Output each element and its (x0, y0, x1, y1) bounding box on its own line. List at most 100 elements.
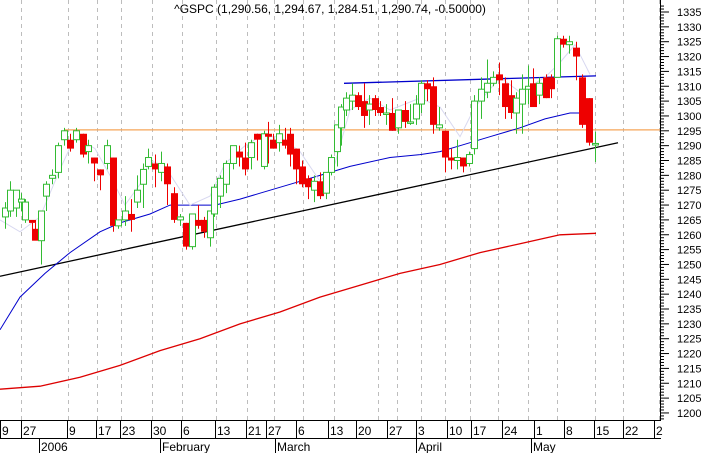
candle (261, 130, 268, 170)
price-tick-label: 1280 (677, 170, 701, 182)
candle (134, 175, 141, 209)
candle (223, 160, 230, 194)
candle (128, 199, 135, 232)
chart-title: ^GSPC (1,290.56, 1,294.67, 1,284.51, 1,2… (174, 2, 486, 16)
candle (402, 101, 409, 128)
month-tick-label: March (277, 440, 310, 453)
month-tick-label: May (533, 440, 556, 453)
candle (115, 219, 122, 229)
date-tick-label: 27 (268, 424, 282, 438)
candle (152, 154, 159, 188)
date-tick-label: 13 (330, 424, 344, 438)
candle (328, 154, 335, 176)
candle (145, 148, 152, 170)
price-tick-label: 1235 (677, 304, 701, 316)
price-tick-label: 1225 (677, 334, 701, 346)
candle (407, 104, 414, 125)
candle (323, 171, 330, 200)
candle (164, 163, 171, 206)
price-tick-label: 1315 (677, 66, 701, 78)
candle (519, 74, 526, 134)
candle (579, 74, 586, 128)
candle (110, 157, 117, 232)
candle (43, 181, 50, 211)
candle (67, 133, 74, 152)
candle (140, 163, 147, 209)
candle (377, 101, 384, 116)
price-tick-label: 1310 (677, 81, 701, 93)
date-tick-label: 10 (449, 424, 463, 438)
candle (97, 169, 104, 191)
date-tick-label: 3 (418, 424, 425, 438)
candle (566, 35, 573, 54)
candle (442, 130, 449, 173)
candle (508, 80, 515, 119)
candle (201, 216, 208, 238)
candle (189, 213, 196, 250)
date-tick-label: 1 (536, 424, 543, 438)
date-tick-label: 20 (358, 424, 372, 438)
price-tick-label: 1330 (677, 22, 701, 34)
candle (496, 62, 503, 96)
candle (73, 127, 80, 143)
candle (413, 95, 420, 125)
date-axis: 9 27 9 17 23 30 6 13 21 27 6 13 20 27 3 10 17 24 1 8 15 22 220… (0, 420, 663, 453)
price-tick-label: 1265 (677, 215, 701, 227)
candle (276, 124, 283, 152)
price-tick-label: 1325 (677, 37, 701, 49)
candle (338, 104, 345, 146)
candle (543, 74, 550, 99)
candle (395, 109, 402, 134)
date-tick-label: 15 (596, 424, 610, 438)
price-tick-label: 1295 (677, 126, 701, 138)
candle (448, 148, 455, 170)
candle (254, 133, 261, 161)
price-tick-label: 1320 (677, 52, 701, 64)
candle (372, 95, 379, 116)
candle (418, 80, 425, 113)
candle (61, 127, 68, 146)
price-tick-label: 1200 (677, 408, 701, 420)
date-tick-label: 27 (23, 424, 37, 438)
date-tick-label: 17 (473, 424, 487, 438)
candle (343, 92, 350, 116)
price-tick-label: 1230 (677, 319, 701, 331)
candle (104, 139, 111, 170)
candle (55, 142, 62, 179)
candle (80, 133, 87, 158)
date-tick-label: 6 (298, 424, 305, 438)
candle (85, 139, 92, 164)
candle (530, 68, 537, 108)
candle (18, 193, 25, 211)
candle (361, 83, 368, 128)
date-tick-label: 9 (2, 424, 9, 438)
candle (171, 187, 178, 223)
candle (305, 175, 312, 200)
price-tick-label: 1250 (677, 259, 701, 271)
price-tick-label: 1205 (677, 393, 701, 405)
candle (299, 160, 306, 188)
price-tick-label: 1215 (677, 363, 701, 375)
candle (471, 95, 478, 155)
candle (317, 172, 324, 200)
price-tick-label: 1260 (677, 230, 701, 242)
candle (548, 74, 555, 99)
date-tick-label: 9 (69, 424, 76, 438)
candle (211, 184, 218, 217)
candle (217, 175, 224, 209)
candle (484, 59, 491, 99)
candle (436, 107, 443, 131)
candle (270, 133, 277, 149)
candle (32, 222, 39, 241)
ma-200-line (0, 232, 597, 390)
price-tick-label: 1255 (677, 245, 701, 257)
candle (22, 199, 29, 223)
candle (195, 205, 202, 229)
candle (536, 77, 543, 105)
candle (389, 98, 396, 131)
candle (592, 131, 599, 162)
price-tick-label: 1335 (677, 7, 701, 19)
candle (478, 77, 485, 119)
candle (560, 35, 567, 48)
price-tick-label: 1290 (677, 141, 701, 153)
